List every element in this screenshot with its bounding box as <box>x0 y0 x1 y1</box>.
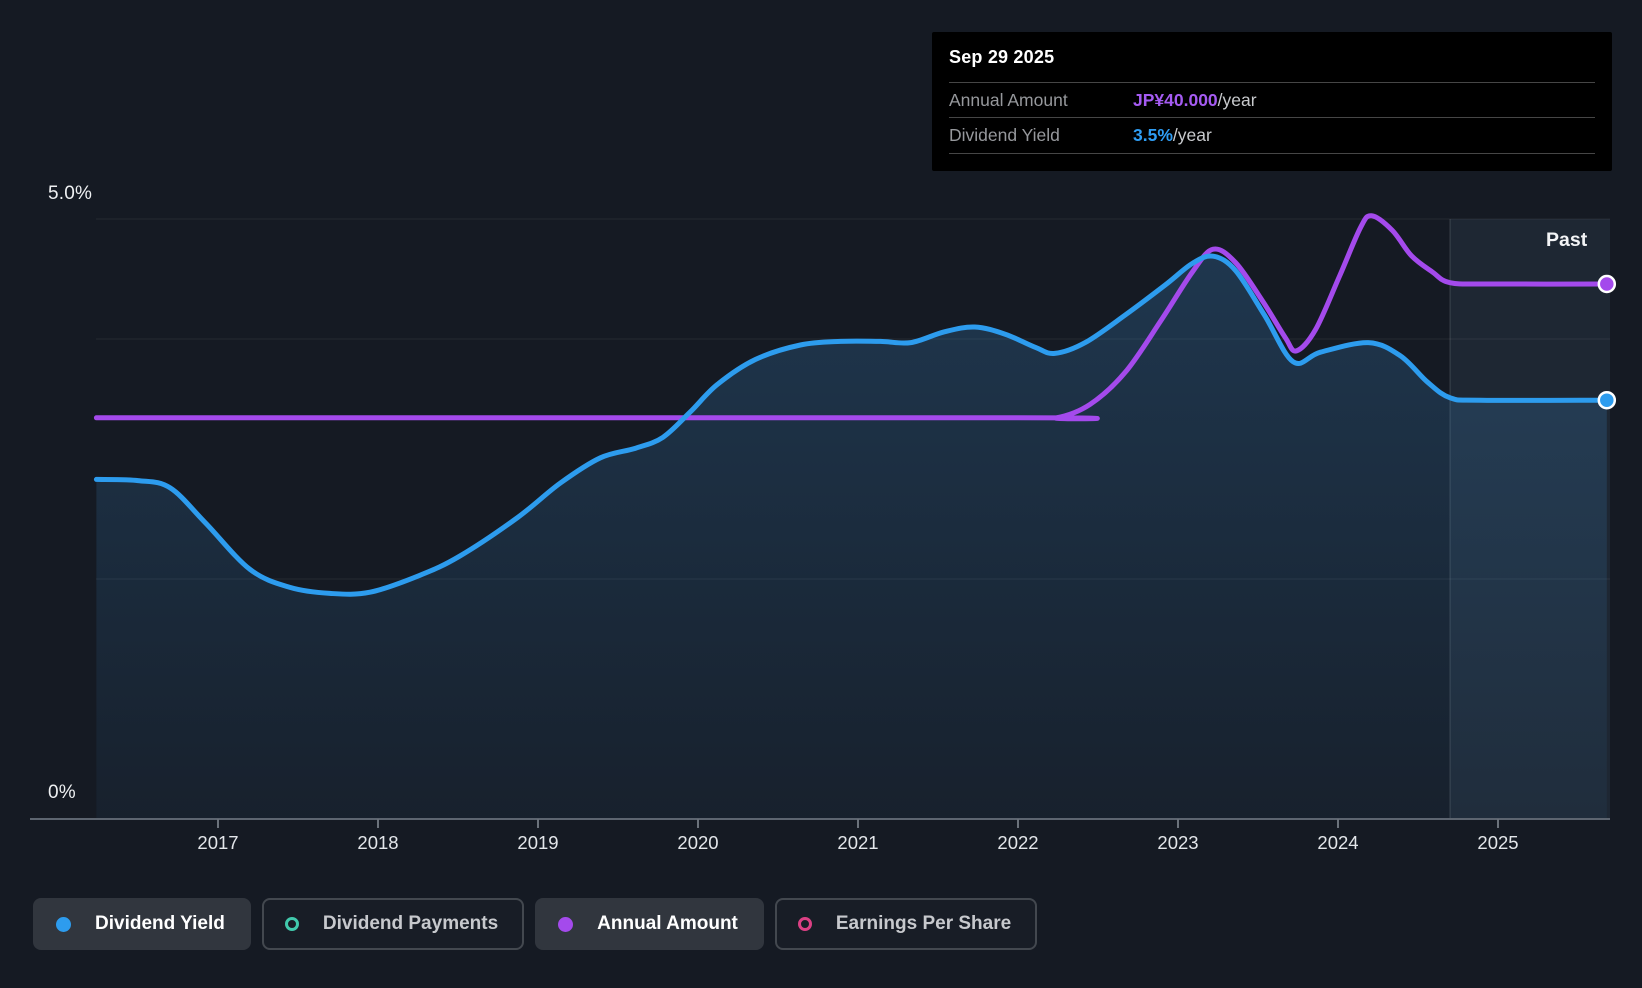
x-tick-label-2021: 2021 <box>837 832 878 853</box>
legend-button-dividend-payments[interactable]: Dividend Payments <box>261 898 525 950</box>
legend-button-dividend-yield[interactable]: Dividend Yield <box>33 898 251 950</box>
y-axis-bottom-label: 0% <box>48 782 76 803</box>
annual-amount-end-marker[interactable] <box>1597 274 1617 294</box>
x-tick-label-2022: 2022 <box>997 832 1038 853</box>
x-tick-label-2017: 2017 <box>197 832 238 853</box>
past-period-label: Past <box>1546 229 1588 251</box>
x-tick-label-2025: 2025 <box>1477 832 1518 853</box>
dividend-payments-ring-icon <box>284 917 299 931</box>
tooltip-row: Dividend Yield 3.5%/year <box>949 117 1595 152</box>
tooltip-row-suffix: /year <box>1217 89 1257 110</box>
legend-button-annual-amount[interactable]: Annual Amount <box>535 898 764 950</box>
tooltip-date: Sep 29 2025 <box>949 46 1055 67</box>
tooltip-bottom-rule <box>949 153 1595 154</box>
earnings-per-share-ring-icon <box>797 917 812 931</box>
tooltip-row-value: 3.5% <box>1133 124 1173 145</box>
tooltip-row-label: Annual Amount <box>949 89 1068 110</box>
x-tick-label-2019: 2019 <box>517 832 558 853</box>
tooltip-row-value: JP¥40.000 <box>1133 89 1218 110</box>
legend-label: Earnings Per Share <box>835 913 1012 934</box>
dividend-yield-end-marker[interactable] <box>1597 390 1617 410</box>
dividend-yield-line <box>93 253 1610 597</box>
legend-label: Dividend Yield <box>95 913 225 934</box>
chart-legend: Dividend Yield Dividend Payments Annual Am… <box>33 898 1038 950</box>
tooltip-row-label: Dividend Yield <box>949 124 1060 145</box>
x-tick-label-2023: 2023 <box>1157 832 1198 853</box>
x-tick-label-2020: 2020 <box>677 832 718 853</box>
annual-amount-line <box>93 213 1610 422</box>
tooltip-row-suffix: /year <box>1172 124 1212 145</box>
y-axis-top-label: 5.0% <box>48 183 93 204</box>
legend-button-earnings-per-share[interactable]: Earnings Per Share <box>774 898 1038 950</box>
tooltip-row: Annual Amount JP¥40.000/year <box>949 82 1595 117</box>
chart-tooltip: Sep 29 2025 Annual Amount JP¥40.000/year D… <box>932 32 1612 171</box>
legend-label: Annual Amount <box>597 913 738 934</box>
x-tick-label-2018: 2018 <box>357 832 398 853</box>
x-tick-label-2024: 2024 <box>1317 832 1358 853</box>
legend-label: Dividend Payments <box>322 913 499 934</box>
dividend-yield-area-fill <box>96 255 1607 820</box>
annual-amount-dot-icon <box>558 916 574 932</box>
dividend-yield-dot-icon <box>56 916 71 932</box>
